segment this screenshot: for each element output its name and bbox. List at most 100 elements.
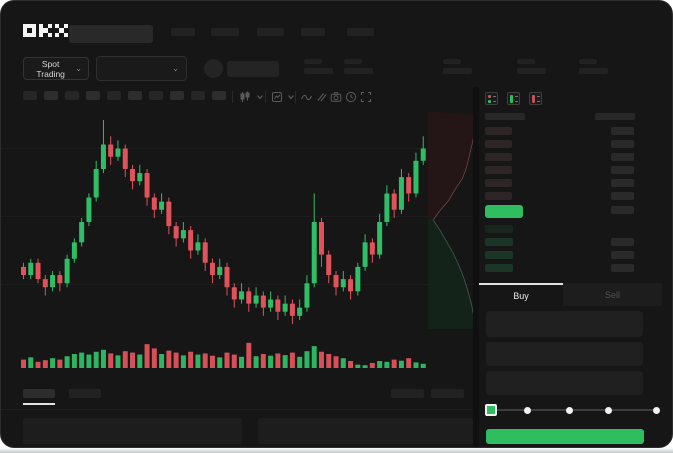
header-search-placeholder[interactable] bbox=[69, 25, 153, 43]
okx-logo-x bbox=[55, 24, 68, 37]
okx-logo[interactable] bbox=[23, 24, 68, 37]
bid-amount-bar bbox=[611, 251, 634, 259]
tab-sell-label: Sell bbox=[604, 289, 620, 300]
okx-logo-o bbox=[23, 24, 36, 37]
stat-value-placeholder bbox=[517, 68, 546, 74]
interval-placeholder[interactable] bbox=[149, 91, 163, 100]
toolbar-divider bbox=[295, 91, 296, 103]
ask-amount-bar bbox=[611, 192, 634, 200]
trade-mode-selector[interactable]: Spot Trading ⌄ bbox=[23, 57, 89, 80]
interval-placeholder[interactable] bbox=[170, 91, 184, 100]
stat-label-placeholder bbox=[517, 59, 535, 64]
stat-value-placeholder bbox=[579, 68, 608, 74]
last-price-badge bbox=[485, 205, 523, 218]
bottom-tab-active[interactable] bbox=[23, 389, 55, 398]
chart-gridline bbox=[1, 148, 479, 149]
drawing-tools-icon[interactable] bbox=[314, 90, 328, 104]
ask-price-bar bbox=[485, 127, 512, 135]
bottom-tab-indicator bbox=[23, 403, 55, 405]
interval-placeholder[interactable] bbox=[65, 91, 79, 100]
pair-name-placeholder bbox=[227, 61, 279, 77]
candlestick-interval-icon[interactable] bbox=[238, 90, 252, 104]
bottom-action-placeholder[interactable] bbox=[431, 389, 464, 398]
interval-placeholder[interactable] bbox=[128, 91, 142, 100]
ask-amount-bar bbox=[611, 140, 634, 148]
orderbook-asks-icon[interactable] bbox=[529, 92, 542, 105]
orderbook-bids-icon[interactable] bbox=[507, 92, 520, 105]
chevron-down-icon: ⌄ bbox=[172, 63, 179, 73]
bottom-action-placeholder[interactable] bbox=[391, 389, 424, 398]
coin-icon bbox=[204, 59, 223, 78]
chevron-down-icon[interactable] bbox=[284, 90, 298, 104]
orderbook-col-header-price bbox=[485, 113, 525, 120]
amount-slider-stop[interactable] bbox=[566, 407, 573, 414]
ask-price-bar bbox=[485, 166, 512, 174]
orderbook-col-header-amount bbox=[595, 113, 635, 120]
bid-amount-bar bbox=[611, 264, 634, 272]
interval-placeholder[interactable] bbox=[86, 91, 100, 100]
ask-amount-bar bbox=[611, 153, 634, 161]
ask-price-bar bbox=[485, 179, 512, 187]
ask-amount-bar bbox=[611, 166, 634, 174]
indicators-icon[interactable] bbox=[270, 90, 284, 104]
nav-item-placeholder[interactable] bbox=[211, 28, 239, 36]
camera-icon[interactable] bbox=[329, 90, 343, 104]
bottom-tab[interactable] bbox=[69, 389, 101, 398]
bid-price-bar bbox=[485, 238, 513, 246]
tab-sell[interactable]: Sell bbox=[563, 283, 662, 306]
chevron-down-icon: ⌄ bbox=[75, 63, 82, 73]
nav-item-placeholder[interactable] bbox=[257, 28, 284, 36]
tab-buy-label: Buy bbox=[513, 290, 529, 301]
bid-price-bar bbox=[485, 264, 513, 272]
ask-price-bar bbox=[485, 192, 512, 200]
interval-placeholder[interactable] bbox=[212, 91, 226, 100]
okx-logo-k bbox=[39, 24, 52, 37]
amount-slider-handle[interactable] bbox=[485, 404, 497, 416]
amount-slider-stop[interactable] bbox=[524, 407, 531, 414]
stat-label-placeholder bbox=[304, 59, 322, 64]
stat-label-placeholder bbox=[579, 59, 597, 64]
amount-input[interactable] bbox=[486, 342, 643, 366]
order-history-placeholder bbox=[258, 418, 473, 444]
stat-value-placeholder bbox=[344, 68, 373, 74]
price-input[interactable] bbox=[486, 311, 643, 337]
nav-item-placeholder[interactable] bbox=[347, 28, 374, 36]
nav-item-placeholder[interactable] bbox=[171, 28, 195, 36]
stat-value-placeholder bbox=[443, 68, 472, 74]
stat-label-placeholder bbox=[344, 59, 362, 64]
buy-submit-button[interactable] bbox=[486, 429, 644, 444]
nav-item-placeholder[interactable] bbox=[301, 28, 325, 36]
bid-amount-bar bbox=[611, 238, 634, 246]
history-icon[interactable] bbox=[344, 90, 358, 104]
toolbar-divider bbox=[265, 91, 266, 103]
bid-price-bar bbox=[485, 251, 513, 259]
volume-chart bbox=[21, 342, 426, 368]
amount-slider-track[interactable] bbox=[491, 409, 656, 411]
chevron-down-icon[interactable] bbox=[253, 90, 267, 104]
open-orders-placeholder bbox=[23, 418, 242, 444]
ask-price-bar bbox=[485, 140, 512, 148]
candlestick-chart[interactable] bbox=[19, 112, 426, 332]
interval-placeholder[interactable] bbox=[23, 91, 37, 100]
line-type-icon[interactable] bbox=[299, 90, 313, 104]
interval-placeholder[interactable] bbox=[191, 91, 205, 100]
interval-placeholder[interactable] bbox=[44, 91, 58, 100]
toolbar-divider bbox=[232, 91, 233, 103]
fullscreen-icon[interactable] bbox=[359, 90, 373, 104]
panel-divider bbox=[473, 87, 479, 447]
interval-placeholder[interactable] bbox=[107, 91, 121, 100]
orderbook-amount-bar bbox=[611, 206, 634, 214]
amount-slider-stop[interactable] bbox=[653, 407, 660, 414]
section-divider bbox=[1, 409, 479, 410]
ask-amount-bar bbox=[611, 179, 634, 187]
pair-dropdown[interactable]: ⌄ bbox=[96, 56, 187, 81]
amount-slider-stop[interactable] bbox=[605, 407, 612, 414]
ask-price-bar bbox=[485, 153, 512, 161]
tab-buy[interactable]: Buy bbox=[479, 283, 563, 306]
stat-value-placeholder bbox=[304, 68, 333, 74]
device-base bbox=[0, 448, 673, 453]
total-input[interactable] bbox=[486, 371, 643, 395]
chart-gridline bbox=[1, 284, 479, 285]
orderbook-combined-icon[interactable] bbox=[485, 92, 498, 105]
